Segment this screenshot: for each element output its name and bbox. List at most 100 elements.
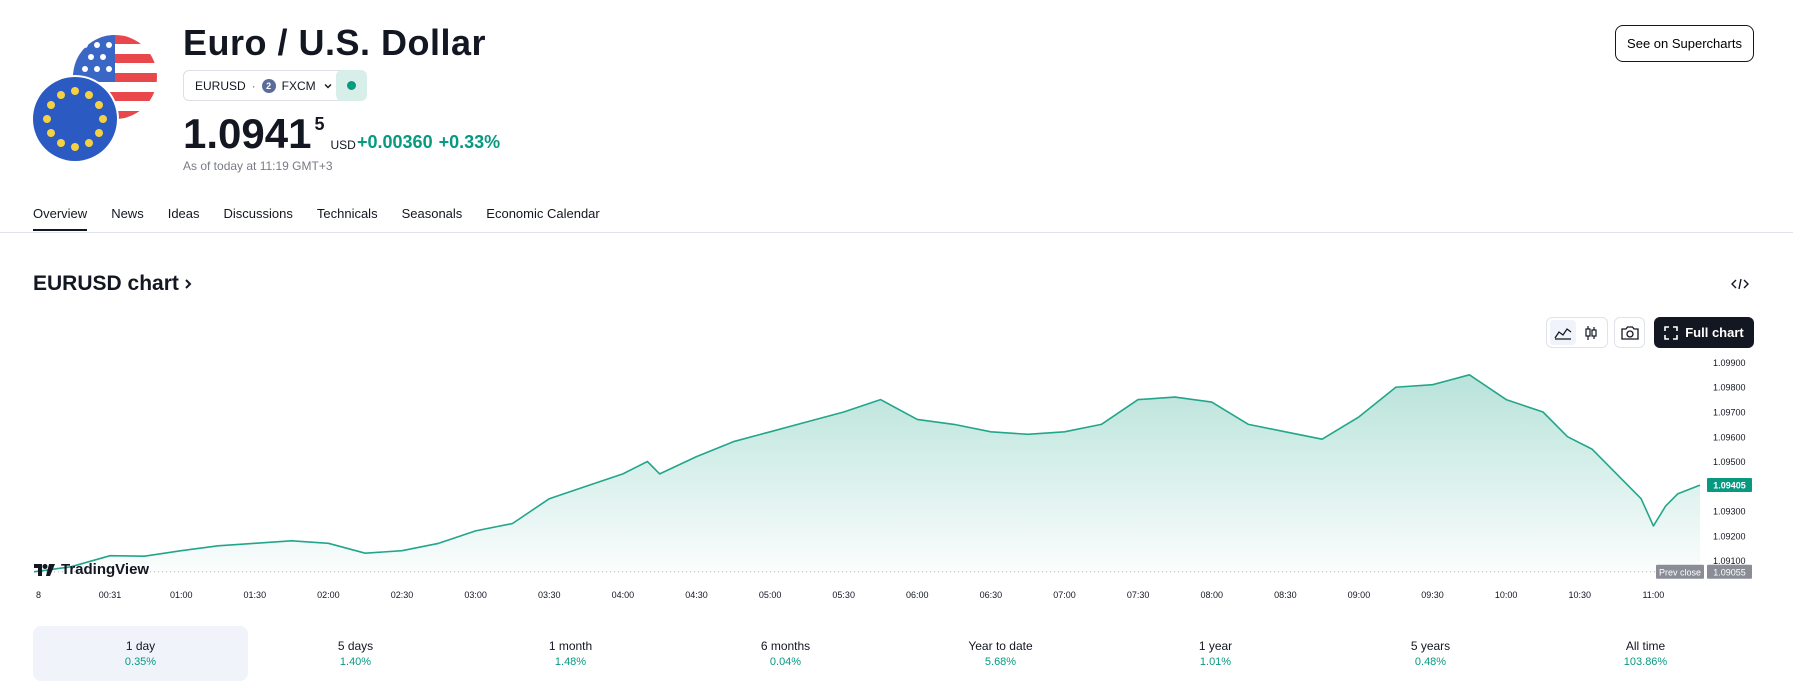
x-tick-label: 08:30 (1274, 590, 1297, 600)
x-tick-label: 00:31 (99, 590, 122, 600)
y-tick-label: 1.09600 (1713, 432, 1746, 442)
period-5-days[interactable]: 5 days 1.40% (248, 626, 463, 681)
tab-economic-calendar[interactable]: Economic Calendar (486, 206, 600, 221)
x-tick-label: 10:30 (1569, 590, 1592, 600)
x-tick-label: 02:30 (391, 590, 414, 600)
x-tick-label: 8 (36, 590, 41, 600)
period-1-year[interactable]: 1 year 1.01% (1108, 626, 1323, 681)
symbol-selector[interactable]: EURUSD · 2 FXCM (183, 70, 346, 101)
section-tabs: Overview News Ideas Discussions Technica… (33, 206, 624, 231)
period-label: Year to date (968, 639, 1033, 653)
tradingview-icon (34, 563, 55, 576)
period-label: 5 days (337, 639, 374, 653)
as-of-timestamp: As of today at 11:19 GMT+3 (183, 159, 333, 173)
period-label: 6 months (760, 639, 811, 653)
period-change: 0.35% (124, 656, 157, 668)
exchange-label: FXCM (281, 78, 316, 93)
tab-news[interactable]: News (111, 206, 144, 221)
period-all-time[interactable]: All time 103.86% (1538, 626, 1753, 681)
x-tick-label: 01:00 (170, 590, 193, 600)
symbol-label: EURUSD (195, 78, 246, 93)
period-label: All time (1625, 639, 1666, 653)
last-price-tag (1707, 478, 1752, 493)
separator-dot: · (251, 78, 256, 93)
price-currency: USD (330, 138, 356, 152)
tradingview-label: TradingView (61, 561, 150, 578)
period-5-years[interactable]: 5 years 0.48% (1323, 626, 1538, 681)
candles-icon[interactable] (1578, 320, 1604, 345)
y-tick-label: 1.09700 (1713, 407, 1746, 417)
x-tick-label: 09:30 (1421, 590, 1444, 600)
tabs-divider (0, 232, 1793, 233)
x-tick-label: 05:30 (832, 590, 855, 600)
x-tick-label: 06:00 (906, 590, 929, 600)
x-tick-label: 06:30 (980, 590, 1003, 600)
chevron-down-icon (324, 83, 332, 88)
period-1-month[interactable]: 1 month 1.48% (463, 626, 678, 681)
prev-close-value: 1.09055 (1713, 567, 1746, 577)
tab-ideas[interactable]: Ideas (167, 206, 200, 221)
x-tick-label: 04:00 (612, 590, 635, 600)
x-tick-label: 02:00 (317, 590, 340, 600)
x-tick-label: 01:30 (244, 590, 267, 600)
tab-seasonals[interactable]: Seasonals (401, 206, 463, 221)
current-price: 1.0941 5 USD (183, 110, 356, 158)
chart-type-toggle (1546, 317, 1608, 348)
period-change: 0.48% (1414, 656, 1447, 668)
y-tick-label: 1.09900 (1713, 358, 1746, 368)
x-tick-label: 08:00 (1200, 590, 1223, 600)
x-tick-label: 11:00 (1642, 590, 1664, 600)
prev-close-tag (1656, 564, 1704, 579)
period-change: 103.86% (1623, 656, 1668, 668)
y-tick-label: 1.09500 (1713, 457, 1746, 467)
period-change: 1.01% (1199, 656, 1232, 668)
see-on-supercharts-button[interactable]: See on Supercharts (1615, 25, 1754, 62)
tab-discussions[interactable]: Discussions (223, 206, 293, 221)
x-tick-label: 04:30 (685, 590, 708, 600)
x-tick-label: 07:30 (1127, 590, 1150, 600)
tradingview-logo[interactable]: TradingView (34, 561, 149, 578)
price-chart[interactable]: 1.09900 1.09800 1.09700 1.09600 1.09500 1.094… (0, 355, 1793, 615)
period-label: 1 year (1198, 639, 1233, 653)
area-chart-icon[interactable] (1550, 320, 1576, 345)
change-percent: +0.33% (438, 132, 501, 152)
tab-technicals[interactable]: Technicals (316, 206, 378, 221)
period-change: 0.04% (769, 656, 802, 668)
chevron-right-icon (185, 279, 192, 289)
x-tick-label: 10:00 (1495, 590, 1518, 600)
period-year-to-date[interactable]: Year to date 5.68% (893, 626, 1108, 681)
period-6-months[interactable]: 6 months 0.04% (678, 626, 893, 681)
camera-icon[interactable] (1614, 317, 1645, 348)
price-superscript: 5 (314, 114, 325, 134)
period-change: 1.48% (554, 656, 587, 668)
full-chart-button[interactable]: Full chart (1654, 317, 1754, 348)
x-tick-label: 03:00 (464, 590, 487, 600)
period-label: 1 day (125, 639, 156, 653)
y-tick-label: 1.09800 (1713, 383, 1746, 393)
x-tick-label: 05:00 (759, 590, 782, 600)
last-price-label: 1.09405 (1713, 481, 1746, 491)
period-1-day[interactable]: 1 day 0.35% (33, 626, 248, 681)
change-absolute: +0.00360 (357, 132, 433, 152)
prev-close-value-tag (1707, 564, 1752, 579)
tab-overview[interactable]: Overview (33, 206, 88, 231)
currency-flags (33, 35, 163, 165)
price-change: +0.00360 +0.33% (357, 132, 500, 153)
full-chart-label: Full chart (1685, 325, 1744, 340)
fullscreen-icon (1664, 325, 1679, 340)
embed-code-icon[interactable] (1728, 274, 1752, 294)
y-tick-label: 1.09200 (1713, 531, 1746, 541)
period-change: 1.40% (339, 656, 372, 668)
period-selector: 1 day 0.35% 5 days 1.40% 1 month 1.48% 6 mo… (33, 626, 1753, 681)
price-main: 1.0941 (183, 110, 312, 157)
chart-title-link[interactable]: EURUSD chart (33, 272, 193, 296)
x-tick-label: 09:00 (1348, 590, 1371, 600)
exchange-icon: 2 (261, 78, 276, 93)
period-change: 5.68% (984, 656, 1017, 668)
page-title: Euro / U.S. Dollar (183, 22, 487, 63)
price-area (34, 374, 1700, 572)
market-status-icon[interactable] (336, 70, 367, 101)
chart-title: EURUSD chart (33, 272, 179, 295)
x-tick-label: 07:00 (1053, 590, 1076, 600)
